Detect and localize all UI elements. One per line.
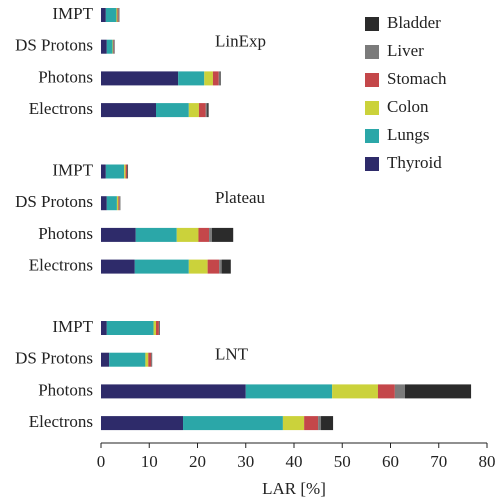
- x-tick-label: 60: [382, 452, 399, 471]
- annotation: LNT: [215, 345, 249, 364]
- y-tick-label: IMPT: [52, 160, 93, 179]
- bar-segment: [394, 384, 405, 399]
- bar-segment: [105, 8, 117, 22]
- bar-segment: [156, 321, 159, 335]
- bar-segment: [212, 71, 219, 86]
- bar-segment: [109, 352, 146, 367]
- legend-swatch: [365, 157, 379, 171]
- y-tick-label: IMPT: [52, 4, 93, 23]
- bar-segment: [304, 416, 319, 431]
- bar-segment: [318, 416, 322, 431]
- y-tick-label: Photons: [38, 224, 93, 243]
- bar-segment: [321, 416, 334, 431]
- bar-segment: [116, 196, 119, 211]
- bar-segment: [106, 321, 154, 335]
- bar-segment: [156, 103, 189, 118]
- bar-segment: [219, 259, 222, 274]
- legend-label: Lungs: [387, 125, 430, 144]
- bar-segment: [134, 259, 189, 274]
- annotation: LinExp: [215, 32, 266, 51]
- bar-segment: [101, 259, 135, 274]
- x-tick-label: 50: [334, 452, 351, 471]
- legend-swatch: [365, 73, 379, 87]
- x-tick-label: 70: [430, 452, 447, 471]
- bar-segment: [183, 416, 283, 431]
- bar-segment: [101, 352, 110, 367]
- x-tick-label: 20: [189, 452, 206, 471]
- bar-segment: [101, 321, 107, 335]
- bar-segment: [211, 227, 234, 242]
- bar-segment: [101, 8, 106, 22]
- y-tick-label: DS Protons: [15, 349, 93, 368]
- bar-segment: [145, 352, 149, 367]
- bar-segment: [153, 321, 157, 335]
- bar-segment: [332, 384, 378, 399]
- bar-segment: [116, 8, 118, 22]
- bar-segment: [404, 384, 472, 399]
- legend-swatch: [365, 17, 379, 31]
- legend-swatch: [365, 129, 379, 143]
- bar-segment: [106, 39, 113, 54]
- bar-segment: [101, 164, 106, 179]
- bar-segment: [188, 103, 199, 118]
- y-tick-label: Electrons: [29, 99, 93, 118]
- bar-segment: [105, 164, 125, 179]
- bar-segment: [188, 259, 208, 274]
- bar-segment: [207, 259, 220, 274]
- bar-segment: [106, 196, 117, 211]
- bar-segment: [205, 103, 208, 118]
- bar-segment: [219, 71, 221, 86]
- bar-segment: [204, 71, 213, 86]
- bar-segment: [198, 103, 206, 118]
- x-tick-label: 30: [237, 452, 254, 471]
- y-tick-label: Photons: [38, 380, 93, 399]
- x-tick-label: 10: [141, 452, 158, 471]
- bar-segment: [148, 352, 152, 367]
- bar-segment: [176, 227, 199, 242]
- bar-segment: [125, 164, 128, 179]
- bar-segment: [124, 164, 126, 179]
- x-tick-label: 40: [286, 452, 303, 471]
- bar-segment: [178, 71, 205, 86]
- y-tick-label: Electrons: [29, 256, 93, 275]
- bar-segment: [101, 384, 246, 399]
- legend-swatch: [365, 45, 379, 59]
- y-tick-label: DS Protons: [15, 36, 93, 55]
- legend-label: Bladder: [387, 13, 441, 32]
- bar-segment: [135, 227, 177, 242]
- x-tick-label: 80: [479, 452, 496, 471]
- x-tick-label: 0: [97, 452, 106, 471]
- legend-swatch: [365, 101, 379, 115]
- bar-segment: [101, 103, 157, 118]
- bar-segment: [282, 416, 305, 431]
- y-tick-label: IMPT: [52, 317, 93, 336]
- y-tick-label: DS Protons: [15, 192, 93, 211]
- bar-segment: [207, 103, 209, 118]
- bar-segment: [118, 196, 120, 211]
- legend-label: Liver: [387, 41, 424, 60]
- bar-segment: [101, 71, 179, 86]
- bar-segment: [218, 71, 220, 86]
- legend-label: Stomach: [387, 69, 447, 88]
- bar-segment: [209, 227, 212, 242]
- bar-segment: [377, 384, 395, 399]
- bar-segment: [221, 259, 231, 274]
- bar-segment: [245, 384, 333, 399]
- bar-segment: [198, 227, 210, 242]
- legend-label: Colon: [387, 97, 429, 116]
- x-axis-label: LAR [%]: [262, 479, 326, 498]
- bar-segment: [101, 39, 107, 54]
- y-tick-label: Electrons: [29, 412, 93, 431]
- bar-segment: [117, 8, 119, 22]
- annotation: Plateau: [215, 188, 266, 207]
- y-tick-label: Photons: [38, 67, 93, 86]
- bar-segment: [101, 227, 136, 242]
- bar-segment: [101, 196, 107, 211]
- bar-segment: [101, 416, 184, 431]
- legend-label: Thyroid: [387, 153, 442, 172]
